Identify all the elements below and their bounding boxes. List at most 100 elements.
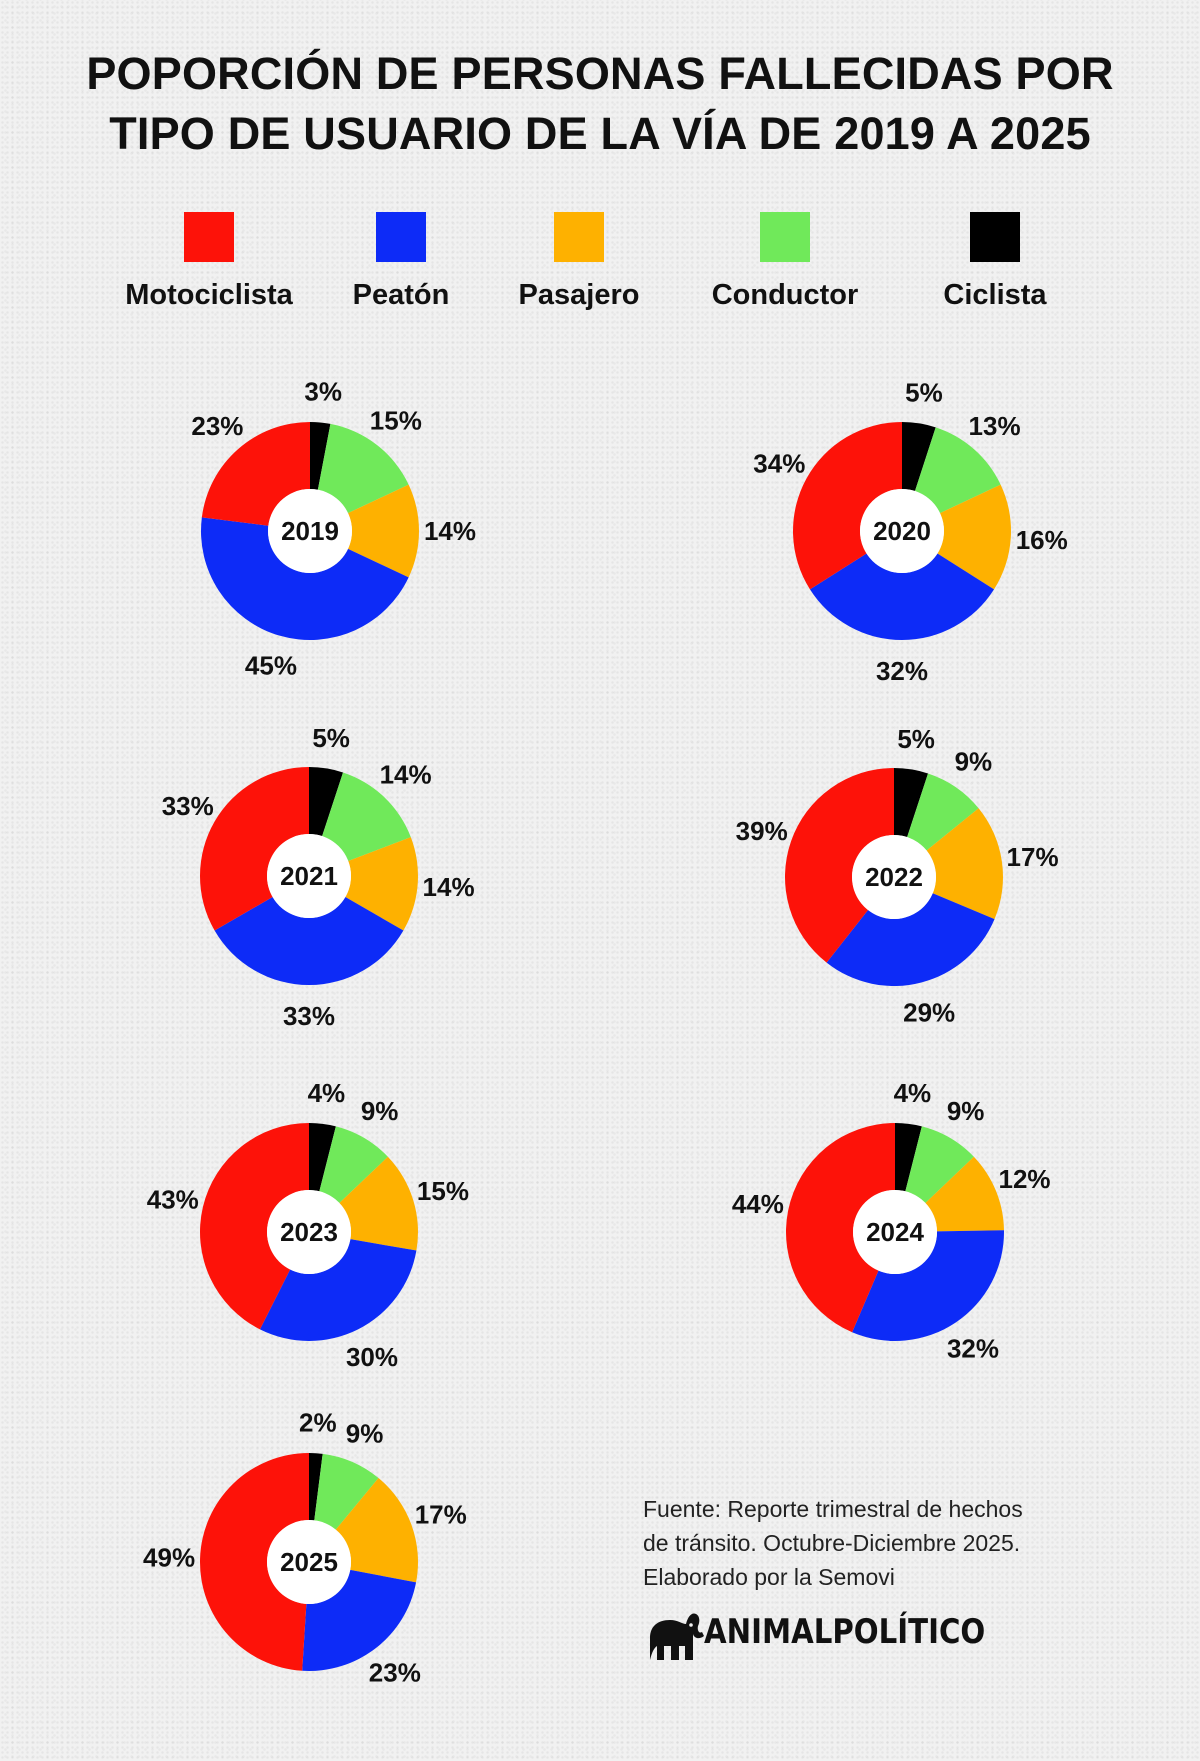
data-label-2021-peaton: 33%: [283, 1001, 335, 1031]
legend-label-peaton: Peatón: [352, 279, 450, 311]
slice-2024-conductor: [905, 1126, 974, 1204]
slice-2019-motociclista: [201, 421, 310, 526]
animalpolitico-logo: ANIMALPOLÍTICO: [644, 1598, 985, 1662]
slice-2025-conductor: [314, 1453, 379, 1530]
donut-2021: 5% 14% 14% 33% 33% 2021: [162, 723, 475, 1031]
data-label-2019-ciclista: 3%: [304, 377, 342, 407]
source-note: Fuente: Reporte trimestral de hechos de …: [643, 1492, 1103, 1594]
slice-2019-conductor: [317, 423, 409, 514]
slice-2020-pasajero: [937, 484, 1012, 590]
data-label-2019-pasajero: 14%: [424, 516, 476, 546]
slice-2021-peaton: [214, 897, 404, 985]
data-label-2025-pasajero: 17%: [415, 1500, 467, 1530]
data-label-2025-motociclista: 49%: [143, 1543, 195, 1573]
slice-2022-peaton: [826, 893, 995, 986]
data-label-2020-motociclista: 34%: [753, 449, 805, 479]
data-label-2023-peaton: 30%: [346, 1342, 398, 1372]
donut-2020: 5% 13% 16% 32% 34% 2020: [753, 378, 1067, 686]
slice-2020-conductor: [914, 427, 1001, 514]
donut-2025: 2% 9% 17% 23% 49% 2025: [143, 1407, 467, 1687]
elephant-icon: [650, 1613, 704, 1660]
data-label-2024-motociclista: 44%: [732, 1189, 784, 1219]
slice-2023-motociclista: [200, 1123, 309, 1330]
year-label-2021: 2021: [280, 861, 338, 891]
data-label-2022-conductor: 9%: [955, 747, 993, 777]
data-label-2024-conductor: 9%: [947, 1096, 985, 1126]
year-label-2025: 2025: [280, 1547, 338, 1577]
data-label-2019-peaton: 45%: [245, 650, 297, 680]
legend-label-conductor: Conductor: [711, 279, 859, 311]
slice-2023-peaton: [259, 1239, 417, 1341]
data-label-2025-conductor: 9%: [346, 1419, 384, 1449]
data-label-2023-ciclista: 4%: [308, 1078, 346, 1108]
slice-2025-pasajero: [335, 1478, 418, 1583]
slice-2022-conductor: [907, 773, 979, 851]
donut-hole-2023: [267, 1190, 351, 1274]
source-line-2: de tránsito. Octubre-Diciembre 2025.: [643, 1530, 1021, 1556]
slice-2025-peaton: [302, 1569, 417, 1672]
data-label-2022-motociclista: 39%: [736, 816, 788, 846]
slice-2019-pasajero: [348, 484, 419, 578]
slice-2024-motociclista: [785, 1123, 895, 1333]
slice-2020-peaton: [809, 553, 995, 640]
donut-2022: 5% 9% 17% 29% 39% 2022: [736, 724, 1059, 1028]
legend-label-motociclista: Motociclista: [125, 279, 293, 311]
slice-2022-motociclista: [785, 768, 894, 963]
data-label-2021-ciclista: 5%: [312, 723, 350, 753]
year-label-2022: 2022: [865, 862, 923, 892]
data-label-2022-ciclista: 5%: [897, 724, 935, 754]
donut-hole-2021: [267, 834, 351, 918]
data-label-2023-conductor: 9%: [361, 1096, 399, 1126]
year-label-2023: 2023: [280, 1217, 338, 1247]
year-label-2019: 2019: [281, 516, 339, 546]
donut-hole-2025: [267, 1520, 351, 1604]
year-label-2024: 2024: [866, 1217, 924, 1247]
data-label-2022-peaton: 29%: [903, 998, 955, 1028]
slice-2023-conductor: [319, 1126, 388, 1204]
legend-swatch-pasajero: [554, 212, 604, 262]
data-label-2019-motociclista: 23%: [191, 411, 243, 441]
donut-2023: 4% 9% 15% 30% 43% 2023: [147, 1078, 469, 1372]
data-label-2020-ciclista: 5%: [905, 378, 943, 408]
donut-hole-2022: [852, 835, 936, 919]
donut-2019: 3% 15% 14% 45% 23% 2019: [191, 377, 476, 681]
chart-title-line-2: TIPO DE USUARIO DE LA VÍA DE 2019 A 2025: [109, 108, 1091, 159]
data-label-2025-peaton: 23%: [369, 1658, 421, 1688]
source-line-1: Fuente: Reporte trimestral de hechos: [643, 1496, 1023, 1522]
slice-2024-pasajero: [925, 1156, 1004, 1232]
data-label-2020-pasajero: 16%: [1016, 525, 1068, 555]
slice-2022-ciclista: [894, 768, 929, 838]
slice-2025-ciclista: [309, 1452, 323, 1521]
data-label-2024-pasajero: 12%: [999, 1164, 1051, 1194]
slice-2019-ciclista: [310, 422, 331, 490]
slice-2021-motociclista: [200, 767, 309, 931]
data-label-2022-pasajero: 17%: [1007, 842, 1059, 872]
data-label-2021-motociclista: 33%: [162, 791, 214, 821]
donut-hole-2020: [860, 489, 944, 573]
slice-2023-pasajero: [339, 1156, 418, 1251]
slice-2021-ciclista: [309, 767, 344, 837]
legend-swatch-ciclista: [970, 212, 1020, 262]
slice-2019-peaton: [200, 517, 409, 641]
data-label-2021-conductor: 14%: [380, 760, 432, 790]
data-label-2023-pasajero: 15%: [417, 1176, 469, 1206]
legend-swatch-peaton: [376, 212, 426, 262]
slice-2023-ciclista: [309, 1123, 336, 1192]
chart-title-line-1: POPORCIÓN DE PERSONAS FALLECIDAS POR: [86, 48, 1114, 99]
logo-text: ANIMALPOLÍTICO: [704, 1612, 986, 1652]
data-label-2023-motociclista: 43%: [147, 1185, 199, 1215]
data-label-2021-pasajero: 14%: [423, 872, 475, 902]
donut-hole-2019: [268, 489, 352, 573]
legend-swatch-conductor: [760, 212, 810, 262]
slice-2020-motociclista: [793, 421, 902, 590]
data-label-2024-ciclista: 4%: [894, 1078, 932, 1108]
slice-2024-peaton: [852, 1230, 1004, 1342]
data-label-2025-ciclista: 2%: [299, 1407, 337, 1437]
source-line-3: Elaborado por la Semovi: [643, 1564, 895, 1590]
slice-2020-ciclista: [902, 422, 936, 492]
legend-label-pasajero: Pasajero: [518, 279, 640, 311]
slice-2024-ciclista: [895, 1123, 922, 1192]
slice-2025-motociclista: [199, 1453, 309, 1671]
